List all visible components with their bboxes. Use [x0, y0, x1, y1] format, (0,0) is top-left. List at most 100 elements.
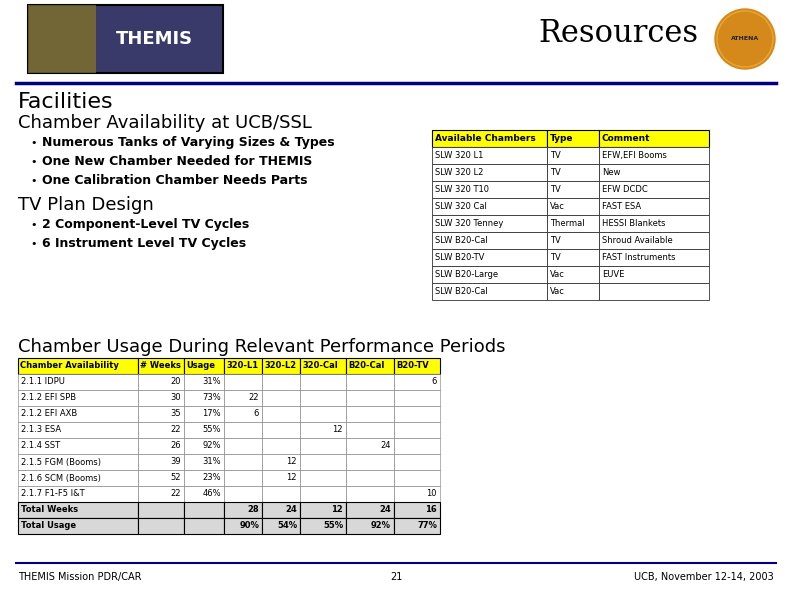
Bar — [138, 486, 184, 502]
Text: 24: 24 — [379, 506, 391, 515]
Bar — [346, 438, 394, 454]
Text: 22: 22 — [170, 425, 181, 435]
Text: 55%: 55% — [323, 521, 343, 531]
Text: 22: 22 — [170, 490, 181, 499]
Bar — [432, 215, 547, 232]
Text: 24: 24 — [380, 441, 391, 450]
Text: Resources: Resources — [538, 18, 698, 50]
Text: 46%: 46% — [203, 490, 221, 499]
Text: 6: 6 — [253, 409, 259, 419]
Text: Available Chambers: Available Chambers — [435, 134, 535, 143]
Bar — [184, 470, 224, 486]
Text: 17%: 17% — [203, 409, 221, 419]
Bar — [262, 358, 300, 374]
Bar — [262, 438, 300, 454]
Bar — [18, 454, 138, 470]
Bar — [346, 470, 394, 486]
Text: Facilities: Facilities — [18, 92, 113, 112]
Text: 92%: 92% — [203, 441, 221, 450]
Text: Thermal: Thermal — [550, 219, 584, 228]
Bar — [346, 502, 394, 518]
Bar — [432, 147, 547, 164]
Text: TV: TV — [550, 185, 561, 194]
Bar — [18, 390, 138, 406]
Text: 320-Cal: 320-Cal — [302, 362, 337, 370]
Bar — [394, 358, 440, 374]
Bar — [394, 406, 440, 422]
Bar — [18, 502, 138, 518]
Circle shape — [715, 9, 775, 69]
Text: One Calibration Chamber Needs Parts: One Calibration Chamber Needs Parts — [42, 174, 307, 187]
Text: 26: 26 — [170, 441, 181, 450]
Bar — [346, 374, 394, 390]
Bar — [599, 249, 709, 266]
Text: 39: 39 — [170, 458, 181, 466]
Text: B20-Cal: B20-Cal — [348, 362, 384, 370]
Bar — [262, 454, 300, 470]
Bar — [547, 232, 599, 249]
Bar — [28, 5, 97, 73]
Text: FAST ESA: FAST ESA — [602, 202, 642, 211]
Text: Chamber Availability: Chamber Availability — [20, 362, 119, 370]
Bar — [138, 390, 184, 406]
Bar — [262, 374, 300, 390]
Text: EFW DCDC: EFW DCDC — [602, 185, 648, 194]
Text: 20: 20 — [170, 378, 181, 387]
Text: EUVE: EUVE — [602, 270, 624, 279]
Bar — [300, 502, 346, 518]
Bar — [547, 147, 599, 164]
Bar — [18, 438, 138, 454]
Text: TV: TV — [550, 236, 561, 245]
Bar — [138, 374, 184, 390]
Text: •: • — [30, 176, 36, 186]
Bar — [138, 470, 184, 486]
Text: 16: 16 — [425, 506, 437, 515]
Bar — [432, 283, 547, 300]
Bar — [262, 390, 300, 406]
Text: 21: 21 — [390, 572, 402, 582]
Text: •: • — [30, 157, 36, 167]
Bar — [224, 502, 262, 518]
Bar — [599, 147, 709, 164]
Bar — [300, 374, 346, 390]
Bar — [184, 358, 224, 374]
Text: SLW 320 Cal: SLW 320 Cal — [435, 202, 487, 211]
Bar — [300, 454, 346, 470]
Bar — [224, 486, 262, 502]
Bar — [547, 181, 599, 198]
Text: New: New — [602, 168, 620, 177]
Text: 23%: 23% — [203, 474, 221, 482]
Text: 320-L1: 320-L1 — [226, 362, 258, 370]
Bar — [224, 358, 262, 374]
Bar — [599, 198, 709, 215]
Bar — [138, 422, 184, 438]
Bar — [547, 283, 599, 300]
Bar — [224, 374, 262, 390]
Text: Numerous Tanks of Varying Sizes & Types: Numerous Tanks of Varying Sizes & Types — [42, 136, 335, 149]
Bar — [394, 502, 440, 518]
Bar — [599, 266, 709, 283]
Bar — [184, 438, 224, 454]
Text: 2.1.3 ESA: 2.1.3 ESA — [21, 425, 61, 435]
Bar — [547, 164, 599, 181]
Bar — [394, 518, 440, 534]
Bar — [346, 390, 394, 406]
Text: 90%: 90% — [239, 521, 259, 531]
Text: Total Weeks: Total Weeks — [21, 506, 78, 515]
Bar — [346, 518, 394, 534]
Bar — [262, 502, 300, 518]
Text: 2.1.4 SST: 2.1.4 SST — [21, 441, 60, 450]
Text: Comment: Comment — [602, 134, 650, 143]
Bar — [300, 422, 346, 438]
Text: TV: TV — [550, 253, 561, 262]
Bar — [547, 198, 599, 215]
Bar — [224, 406, 262, 422]
Bar — [599, 130, 709, 147]
Bar — [184, 454, 224, 470]
Text: 52: 52 — [170, 474, 181, 482]
Text: •: • — [30, 220, 36, 230]
Bar — [599, 181, 709, 198]
Text: 30: 30 — [170, 394, 181, 403]
Bar — [138, 518, 184, 534]
Bar — [346, 486, 394, 502]
